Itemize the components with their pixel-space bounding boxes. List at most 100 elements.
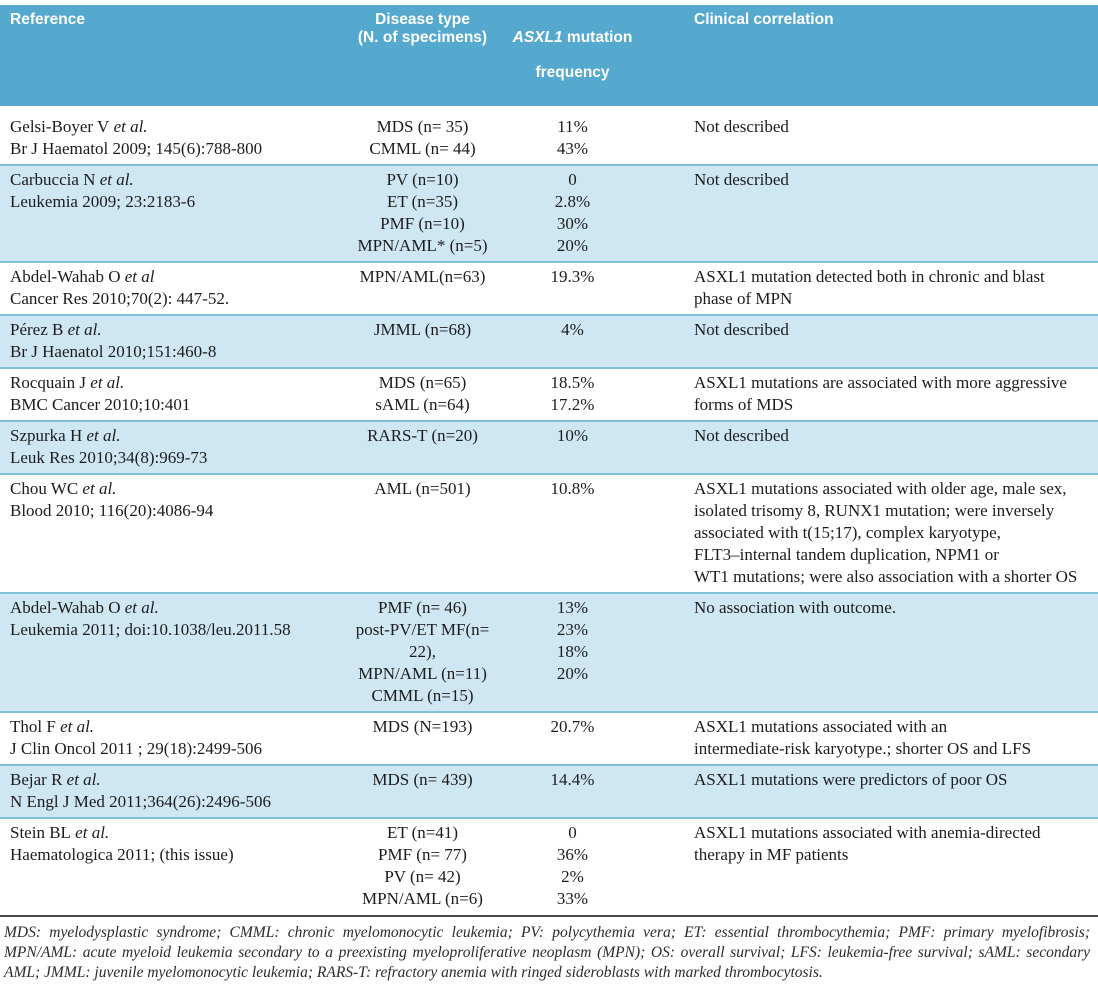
reference-citation: Leuk Res 2010;34(8):969-73 — [10, 447, 208, 467]
clinical-correlation-cell: ASXL1 mutations associated with anemia-d… — [694, 822, 1041, 864]
clinical-correlation-cell: ASXL1 mutations were predictors of poor … — [694, 769, 1008, 789]
author-names: Gelsi-Boyer V — [10, 116, 110, 136]
mutation-frequency-cell: 19.3% — [550, 266, 595, 286]
disease-type-cell: JMML (n=68) — [373, 319, 472, 339]
et-al-label: et al. — [124, 597, 159, 617]
header-mutation-line2: frequency — [535, 63, 610, 81]
disease-type-cell: PMF (n= 46) post-PV/ET MF(n= 22), MPN/AM… — [355, 597, 490, 705]
author-names: Pérez B — [10, 319, 64, 339]
mutation-word: mutation — [566, 28, 633, 46]
mutation-frequency-cell: 18.5% 17.2% — [550, 372, 595, 414]
clinical-correlation-cell: Not described — [694, 319, 789, 339]
reference-citation: Br J Haematol 2009; 145(6):788-800 — [10, 138, 263, 158]
disease-type-cell: MDS (n= 35) CMML (n= 44) — [369, 116, 476, 158]
disease-type-cell: MDS (n= 439) — [372, 769, 473, 789]
mutation-frequency-cell: 11% 43% — [556, 116, 589, 158]
disease-type-cell: MDS (n=65) sAML (n=64) — [375, 372, 470, 414]
author-names: Abdel-Wahab O — [10, 266, 121, 286]
disease-type-cell: AML (n=501) — [374, 478, 471, 498]
clinical-correlation-cell: ASXL1 mutation detected both in chronic … — [694, 266, 1045, 308]
et-al-label: et al. — [113, 116, 148, 136]
reference-citation: J Clin Oncol 2011 ; 29(18):2499-506 — [10, 738, 262, 758]
reference-citation: Blood 2010; 116(20):4086-94 — [10, 500, 214, 520]
clinical-correlation-cell: No association with outcome. — [694, 597, 897, 617]
mutation-frequency-cell: 0 36% 2% 33% — [556, 822, 589, 908]
et-al-label: et al. — [82, 478, 117, 498]
disease-type-cell: PV (n=10) ET (n=35) PMF (n=10) MPN/AML* … — [357, 169, 488, 255]
table-row: Stein BL et al. Haematologica 2011; (this… — [0, 816, 1098, 914]
clinical-correlation-cell: Not described — [694, 116, 789, 136]
mutation-frequency-cell: 10.8% — [550, 478, 595, 498]
reference-authors-line: Stein BL et al. — [10, 822, 345, 844]
reference-citation: N Engl J Med 2011;364(26):2496-506 — [10, 791, 271, 811]
header-clinical-correlation: Clinical correlation — [694, 11, 834, 28]
header-reference: Reference — [10, 11, 85, 28]
author-names: Thol F — [10, 716, 56, 736]
disease-type-cell: MPN/AML(n=63) — [359, 266, 486, 286]
author-names: Abdel-Wahab O — [10, 597, 121, 617]
mutation-frequency-cell: 0 2.8% 30% 20% — [554, 169, 591, 255]
mutation-frequency-cell: 10% — [556, 425, 589, 445]
header-mutation-line1: ASXL1 mutation — [500, 29, 645, 47]
reference-citation: Cancer Res 2010;70(2): 447-52. — [10, 288, 230, 308]
et-al-label: et al. — [67, 319, 102, 339]
et-al-label: et al. — [66, 769, 101, 789]
reference-citation: BMC Cancer 2010;10:401 — [10, 394, 191, 414]
mutation-frequency-cell: 20.7% — [550, 716, 595, 736]
top-margin — [0, 0, 1098, 5]
et-al-label: et al. — [86, 425, 121, 445]
reference-citation: Leukemia 2011; doi:10.1038/leu.2011.58 — [10, 619, 291, 639]
et-al-label: et al — [124, 266, 155, 286]
author-names: Bejar R — [10, 769, 63, 789]
clinical-correlation-cell: Not described — [694, 169, 789, 189]
reference-citation: Br J Haenatol 2010;151:460-8 — [10, 341, 217, 361]
author-names: Chou WC — [10, 478, 79, 498]
et-al-label: et al. — [90, 372, 125, 392]
reference-authors-line: Chou WC et al. — [10, 478, 345, 500]
et-al-label: et al. — [99, 169, 134, 189]
et-al-label: et al. — [75, 822, 110, 842]
abbreviations-footnote: MDS: myelodysplastic syndrome; CMML: chr… — [4, 923, 1090, 981]
clinical-correlation-cell: ASXL1 mutations associated with an inter… — [694, 716, 1032, 758]
et-al-label: et al. — [60, 716, 95, 736]
reference-citation: Haematologica 2011; (this issue) — [10, 844, 234, 864]
disease-type-cell: RARS-T (n=20) — [367, 425, 478, 445]
table-row: Chou WC et al. Blood 2010; 116(20):4086-9… — [0, 472, 1098, 592]
clinical-correlation-cell: Not described — [694, 425, 789, 445]
disease-type-cell: ET (n=41) PMF (n= 77) PV (n= 42) MPN/AML… — [362, 822, 483, 908]
reference-cell: Stein BL et al. Haematologica 2011; (this… — [0, 822, 345, 866]
clinical-correlation-cell: ASXL1 mutations are associated with more… — [694, 372, 1067, 414]
header-mutation-frequency: ASXL1 mutation frequency — [500, 11, 645, 99]
header-disease-type: Disease type (N. of specimens) — [357, 11, 488, 46]
gene-name-label: ASXL1 — [512, 28, 563, 46]
disease-type-cell: MDS (N=193) — [372, 716, 473, 736]
author-names: Stein BL — [10, 822, 71, 842]
